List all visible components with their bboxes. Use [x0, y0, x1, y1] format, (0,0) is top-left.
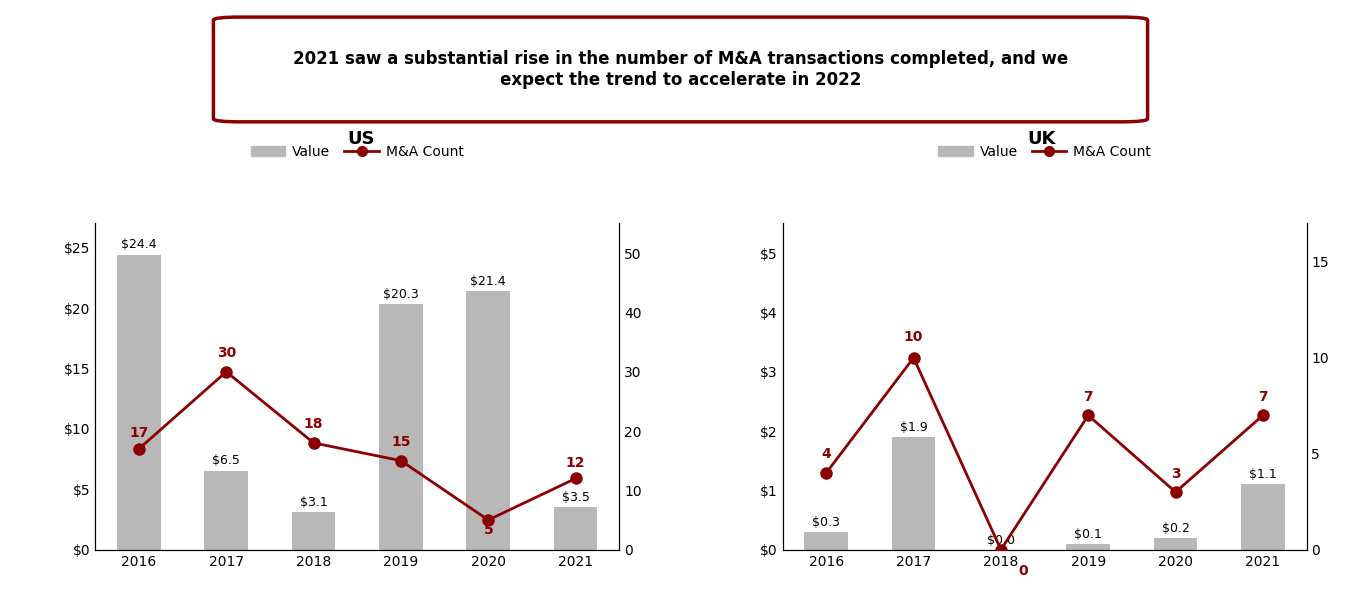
Text: $6.5: $6.5: [212, 454, 240, 467]
Bar: [1154, 538, 1198, 550]
Text: $3.1: $3.1: [299, 495, 328, 509]
Bar: [1067, 544, 1111, 550]
Text: 2021 saw a substantial rise in the number of M&A transactions completed, and we
: 2021 saw a substantial rise in the numbe…: [293, 50, 1068, 89]
Text: $0.3: $0.3: [813, 516, 840, 529]
Text: 0: 0: [1018, 564, 1028, 579]
Text: 10: 10: [904, 330, 923, 344]
Bar: [291, 512, 335, 550]
Text: $0.2: $0.2: [1162, 522, 1190, 535]
Text: 17: 17: [129, 426, 148, 440]
Text: $21.4: $21.4: [471, 274, 506, 288]
Text: UK: UK: [1028, 130, 1055, 148]
Text: 12: 12: [566, 455, 585, 469]
Bar: [117, 255, 161, 550]
Bar: [891, 437, 935, 550]
Text: 7: 7: [1083, 390, 1093, 404]
Bar: [467, 291, 510, 550]
Text: 3: 3: [1170, 466, 1180, 481]
Text: $0.1: $0.1: [1074, 528, 1102, 541]
Bar: [380, 304, 423, 550]
Text: 4: 4: [822, 448, 832, 461]
Bar: [554, 507, 597, 550]
Text: $1.9: $1.9: [900, 421, 927, 434]
Text: 5: 5: [483, 522, 493, 536]
Text: $3.5: $3.5: [562, 490, 589, 504]
Bar: [204, 471, 248, 550]
Text: 15: 15: [391, 435, 411, 449]
Bar: [804, 532, 848, 550]
Text: US: US: [347, 130, 374, 148]
Text: $1.1: $1.1: [1249, 469, 1277, 481]
Legend: Value, M&A Count: Value, M&A Count: [245, 139, 470, 164]
Text: 7: 7: [1258, 390, 1267, 404]
Text: 30: 30: [216, 346, 235, 360]
Text: $0.0: $0.0: [987, 534, 1015, 547]
Legend: Value, M&A Count: Value, M&A Count: [932, 139, 1157, 164]
Bar: [1241, 484, 1285, 550]
Text: 18: 18: [304, 417, 324, 431]
Text: $20.3: $20.3: [382, 288, 419, 301]
Text: $24.4: $24.4: [121, 238, 157, 251]
